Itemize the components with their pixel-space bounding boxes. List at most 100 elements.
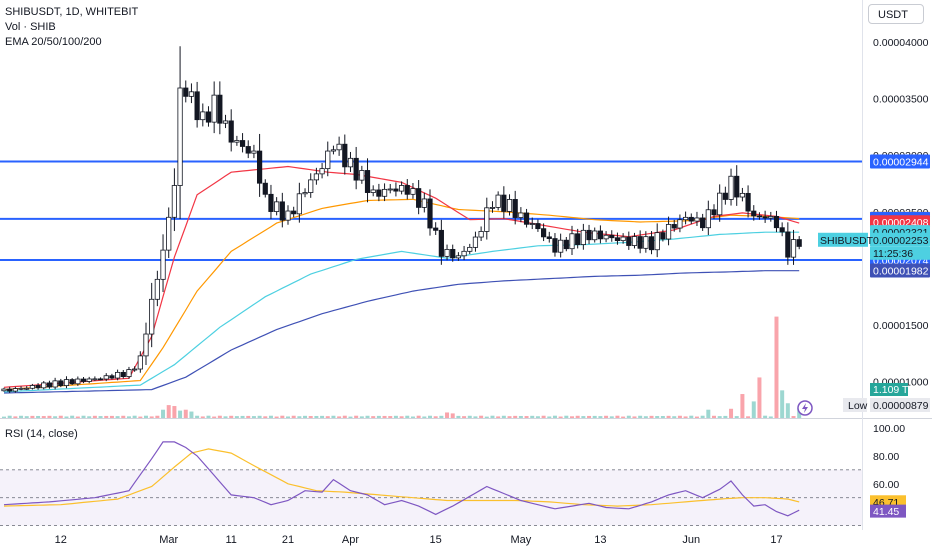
- volume-bar: [291, 415, 296, 418]
- volume-bar: [365, 415, 370, 418]
- candle-body: [256, 150, 263, 184]
- candle-body: [728, 175, 734, 200]
- volume-bar: [496, 416, 501, 418]
- volume-legend[interactable]: Vol · SHIB: [5, 21, 56, 33]
- candle-body: [717, 192, 723, 216]
- candle-body: [734, 175, 740, 198]
- volume-bar: [195, 415, 200, 418]
- volume-bar: [240, 415, 245, 418]
- candle-body: [166, 216, 172, 251]
- candle-body: [518, 212, 524, 218]
- volume-bar: [501, 415, 506, 418]
- volume-bar: [217, 415, 222, 418]
- volume-bar: [70, 415, 75, 418]
- candle-body: [631, 236, 638, 246]
- volume-bar: [104, 415, 109, 418]
- volume-bar: [700, 415, 705, 418]
- lightning-icon[interactable]: [797, 400, 813, 416]
- candle-body: [535, 223, 541, 230]
- candle-body: [552, 238, 558, 253]
- volume-bar: [30, 415, 35, 418]
- ema-legend[interactable]: EMA 20/50/100/200: [5, 36, 102, 48]
- volume-bar: [64, 416, 69, 418]
- candle-body: [359, 170, 365, 181]
- candle-body: [558, 239, 564, 253]
- volume-bar: [484, 416, 489, 418]
- volume-bar: [768, 416, 773, 418]
- candle-body: [705, 209, 711, 229]
- candle-body: [416, 188, 422, 208]
- volume-bar: [780, 390, 785, 418]
- volume-bar: [251, 416, 256, 418]
- volume-bar: [75, 416, 80, 418]
- volume-bar: [354, 415, 359, 418]
- countdown-box: [870, 246, 930, 260]
- candle-body: [756, 215, 763, 218]
- volume-bar: [53, 416, 58, 418]
- volume-bar: [320, 415, 325, 418]
- volume-bar: [450, 413, 455, 418]
- volume-bar: [388, 416, 393, 418]
- volume-bar: [13, 416, 18, 418]
- candle-body: [626, 236, 632, 246]
- volume-bar: [575, 415, 580, 418]
- candle-body: [569, 233, 575, 250]
- volume-bar: [763, 415, 768, 418]
- candle-body: [132, 368, 138, 371]
- volume-bar: [234, 416, 239, 418]
- price-label-box: [870, 154, 930, 169]
- candle-body: [620, 236, 626, 242]
- x-tick-label: May: [510, 534, 531, 546]
- candle-body: [109, 375, 115, 379]
- volume-value-box: [870, 383, 908, 396]
- x-tick-label: Apr: [342, 534, 359, 546]
- x-tick-label: 15: [430, 534, 442, 546]
- candle-body: [472, 236, 479, 248]
- candle-body: [160, 249, 166, 280]
- volume-bar: [297, 416, 302, 418]
- volume-bar: [689, 415, 694, 418]
- volume-bar: [439, 415, 444, 418]
- volume-bar: [456, 415, 461, 418]
- volume-bar: [677, 415, 682, 418]
- candle-body: [592, 230, 598, 241]
- candle-body: [222, 120, 229, 124]
- volume-bar: [81, 415, 86, 418]
- rsi-ma-line: [3, 448, 800, 507]
- candle-body: [115, 371, 121, 379]
- candle-body: [80, 378, 87, 382]
- price-label-text: 0.00002944: [873, 157, 929, 169]
- candle-body: [484, 207, 490, 232]
- rsi-legend[interactable]: RSI (14, close): [5, 428, 78, 440]
- candle-body: [563, 239, 569, 250]
- candle-body: [790, 239, 797, 258]
- candle-body: [211, 94, 217, 123]
- candle-body: [126, 369, 132, 378]
- candle-body: [586, 229, 592, 241]
- candle-body: [597, 230, 604, 240]
- volume-bar: [513, 415, 518, 418]
- candle-body: [387, 188, 393, 191]
- symbol-title[interactable]: SHIBUSDT, 1D, WHITEBIT: [5, 6, 139, 18]
- x-tick-label: 21: [282, 534, 294, 546]
- volume-bar: [734, 416, 739, 418]
- volume-bar: [592, 415, 597, 418]
- candle-body: [183, 87, 189, 97]
- candle-body: [694, 217, 700, 222]
- candle-body: [444, 249, 450, 257]
- currency-selector[interactable]: USDT: [868, 4, 924, 24]
- price-tick-label: 0.00001500: [873, 320, 929, 332]
- volume-bar: [638, 415, 643, 418]
- volume-bar: [263, 416, 268, 418]
- volume-bar: [717, 416, 722, 418]
- volume-bar: [547, 416, 552, 418]
- candle-body: [427, 198, 433, 229]
- rsi-value-box: [870, 504, 906, 518]
- volume-bar: [621, 416, 626, 418]
- candle-body: [137, 355, 143, 370]
- volume-bar: [507, 416, 512, 418]
- rsi-tick-label: 60.00: [873, 479, 899, 491]
- volume-bar: [660, 416, 665, 418]
- volume-bar: [706, 409, 711, 418]
